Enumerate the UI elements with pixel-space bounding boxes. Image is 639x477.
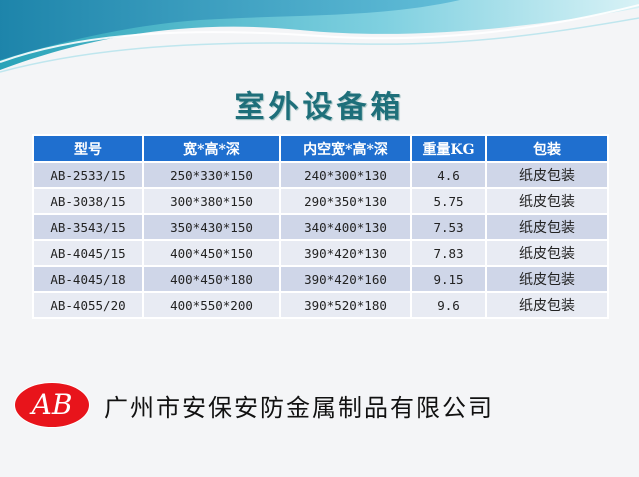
- cell-model: AB-4055/20: [32, 291, 144, 319]
- cell-outer-size: 350*430*150: [142, 213, 281, 241]
- company-logo: AB: [14, 382, 90, 428]
- cell-outer-size: 400*450*180: [142, 265, 281, 293]
- cell-packaging: 纸皮包装: [485, 265, 609, 293]
- table-row: AB-4055/20 400*550*200 390*520*180 9.6 纸皮包装: [32, 291, 609, 319]
- table-row: AB-3038/15 300*380*150 290*350*130 5.75 纸皮包装: [32, 187, 609, 215]
- header-packaging: 包装: [485, 134, 609, 163]
- cell-packaging: 纸皮包装: [485, 291, 609, 319]
- product-table: 型号 宽*高*深 内空宽*高*深 重量KG 包装 AB-2533/15 250*3…: [32, 134, 609, 319]
- cell-inner-size: 390*520*180: [279, 291, 412, 319]
- cell-weight: 7.83: [410, 239, 487, 267]
- cell-packaging: 纸皮包装: [485, 161, 609, 189]
- cell-packaging: 纸皮包装: [485, 187, 609, 215]
- header-wave-decoration: [0, 0, 639, 80]
- cell-outer-size: 400*550*200: [142, 291, 281, 319]
- cell-model: AB-3543/15: [32, 213, 144, 241]
- cell-weight: 7.53: [410, 213, 487, 241]
- cell-weight: 4.6: [410, 161, 487, 189]
- cell-inner-size: 340*400*130: [279, 213, 412, 241]
- cell-packaging: 纸皮包装: [485, 239, 609, 267]
- page-title: 室外设备箱: [234, 90, 405, 125]
- table-row: AB-4045/15 400*450*150 390*420*130 7.83 纸皮包装: [32, 239, 609, 267]
- cell-inner-size: 240*300*130: [279, 161, 412, 189]
- cell-inner-size: 390*420*160: [279, 265, 412, 293]
- cell-model: AB-4045/15: [32, 239, 144, 267]
- cell-weight: 5.75: [410, 187, 487, 215]
- table-row: AB-4045/18 400*450*180 390*420*160 9.15 纸皮包装: [32, 265, 609, 293]
- cell-model: AB-2533/15: [32, 161, 144, 189]
- cell-outer-size: 300*380*150: [142, 187, 281, 215]
- cell-model: AB-4045/18: [32, 265, 144, 293]
- cell-inner-size: 390*420*130: [279, 239, 412, 267]
- header-weight: 重量KG: [410, 134, 487, 163]
- cell-packaging: 纸皮包装: [485, 213, 609, 241]
- company-name: 广州市安保安防金属制品有限公司: [104, 394, 494, 422]
- cell-outer-size: 250*330*150: [142, 161, 281, 189]
- table-header-row: 型号 宽*高*深 内空宽*高*深 重量KG 包装: [32, 134, 609, 163]
- header-model: 型号: [32, 134, 144, 163]
- table-row: AB-2533/15 250*330*150 240*300*130 4.6 纸皮包装: [32, 161, 609, 189]
- cell-inner-size: 290*350*130: [279, 187, 412, 215]
- cell-outer-size: 400*450*150: [142, 239, 281, 267]
- cell-weight: 9.6: [410, 291, 487, 319]
- cell-weight: 9.15: [410, 265, 487, 293]
- header-outer-size: 宽*高*深: [142, 134, 281, 163]
- table-row: AB-3543/15 350*430*150 340*400*130 7.53 纸皮包装: [32, 213, 609, 241]
- header-inner-size: 内空宽*高*深: [279, 134, 412, 163]
- cell-model: AB-3038/15: [32, 187, 144, 215]
